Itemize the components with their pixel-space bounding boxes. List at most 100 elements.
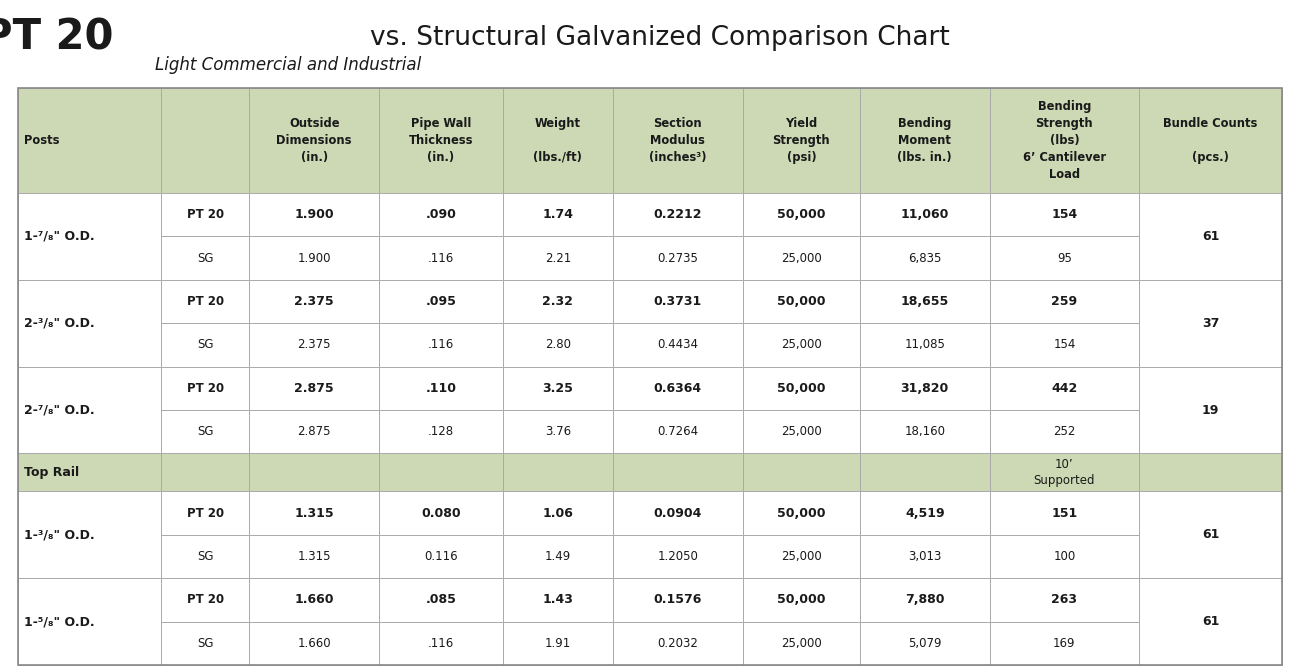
- Text: Light Commercial and Industrial: Light Commercial and Industrial: [155, 56, 421, 74]
- Text: 1.2050: 1.2050: [658, 550, 698, 563]
- Bar: [742, 193, 859, 237]
- Bar: [18, 193, 161, 280]
- Text: 263: 263: [1052, 593, 1078, 606]
- Text: 169: 169: [1053, 637, 1075, 650]
- Bar: [161, 454, 250, 491]
- Text: 7,880: 7,880: [905, 593, 945, 606]
- Bar: [989, 622, 1139, 665]
- Bar: [161, 367, 250, 410]
- Bar: [859, 323, 989, 367]
- Text: Pipe Wall
Thickness
(in.): Pipe Wall Thickness (in.): [408, 117, 473, 164]
- Bar: [989, 491, 1139, 535]
- Text: Posts: Posts: [23, 134, 60, 147]
- Text: 1.315: 1.315: [294, 507, 334, 519]
- Text: 61: 61: [1202, 615, 1219, 628]
- Bar: [989, 323, 1139, 367]
- Text: 18,655: 18,655: [901, 295, 949, 308]
- Bar: [161, 622, 250, 665]
- Bar: [1139, 88, 1282, 193]
- Bar: [614, 535, 742, 578]
- Text: SG: SG: [196, 425, 213, 438]
- Bar: [18, 367, 161, 454]
- Text: 1.91: 1.91: [545, 637, 571, 650]
- Text: 2.21: 2.21: [545, 251, 571, 265]
- Bar: [250, 535, 380, 578]
- Bar: [742, 323, 859, 367]
- Bar: [250, 491, 380, 535]
- Text: 1.660: 1.660: [294, 593, 334, 606]
- Text: 1.900: 1.900: [298, 251, 332, 265]
- Text: 61: 61: [1202, 528, 1219, 542]
- Bar: [503, 280, 614, 323]
- Text: 1.49: 1.49: [545, 550, 571, 563]
- Text: Weight

(lbs./ft): Weight (lbs./ft): [533, 117, 582, 164]
- Bar: [18, 491, 161, 578]
- Text: 0.080: 0.080: [421, 507, 460, 519]
- Bar: [614, 193, 742, 237]
- Bar: [614, 367, 742, 410]
- Text: PT 20: PT 20: [186, 507, 224, 519]
- Bar: [380, 622, 503, 665]
- Text: 5,079: 5,079: [907, 637, 941, 650]
- Bar: [614, 237, 742, 280]
- Bar: [742, 454, 859, 491]
- Bar: [161, 578, 250, 622]
- Bar: [859, 88, 989, 193]
- Bar: [859, 454, 989, 491]
- Bar: [859, 367, 989, 410]
- Text: PT 20: PT 20: [186, 295, 224, 308]
- Bar: [250, 280, 380, 323]
- Bar: [380, 410, 503, 454]
- Bar: [742, 410, 859, 454]
- Text: 0.2735: 0.2735: [658, 251, 698, 265]
- Bar: [250, 237, 380, 280]
- Bar: [989, 280, 1139, 323]
- Text: 1.315: 1.315: [298, 550, 332, 563]
- Bar: [614, 410, 742, 454]
- Text: vs. Structural Galvanized Comparison Chart: vs. Structural Galvanized Comparison Cha…: [370, 25, 950, 51]
- Bar: [161, 193, 250, 237]
- Bar: [859, 535, 989, 578]
- Bar: [380, 491, 503, 535]
- Text: 0.1576: 0.1576: [654, 593, 702, 606]
- Bar: [989, 237, 1139, 280]
- Text: Top Rail: Top Rail: [23, 466, 79, 479]
- Bar: [250, 323, 380, 367]
- Bar: [503, 454, 614, 491]
- Bar: [250, 410, 380, 454]
- Text: 2.375: 2.375: [294, 295, 334, 308]
- Text: 50,000: 50,000: [777, 208, 826, 221]
- Bar: [614, 491, 742, 535]
- Text: 4,519: 4,519: [905, 507, 945, 519]
- Text: 154: 154: [1053, 339, 1075, 351]
- Bar: [250, 88, 380, 193]
- Text: 1-⁷/₈" O.D.: 1-⁷/₈" O.D.: [23, 230, 95, 243]
- Bar: [742, 535, 859, 578]
- Text: 3,013: 3,013: [909, 550, 941, 563]
- Bar: [742, 237, 859, 280]
- Text: 2.875: 2.875: [294, 382, 334, 395]
- Bar: [989, 367, 1139, 410]
- Text: 2.32: 2.32: [542, 295, 573, 308]
- Bar: [859, 410, 989, 454]
- Bar: [859, 280, 989, 323]
- Bar: [380, 237, 503, 280]
- Bar: [161, 410, 250, 454]
- Bar: [380, 578, 503, 622]
- Bar: [989, 578, 1139, 622]
- Text: 1-³/₈" O.D.: 1-³/₈" O.D.: [23, 528, 95, 542]
- Text: PT 20: PT 20: [186, 382, 224, 395]
- Bar: [250, 367, 380, 410]
- Text: 1.06: 1.06: [542, 507, 573, 519]
- Bar: [503, 410, 614, 454]
- Text: 0.116: 0.116: [424, 550, 458, 563]
- Bar: [380, 535, 503, 578]
- Bar: [503, 323, 614, 367]
- Text: 0.6364: 0.6364: [654, 382, 702, 395]
- Bar: [18, 88, 1282, 665]
- Text: 2-⁷/₈" O.D.: 2-⁷/₈" O.D.: [23, 403, 95, 417]
- Bar: [1139, 193, 1282, 280]
- Text: 1.43: 1.43: [542, 593, 573, 606]
- Bar: [742, 367, 859, 410]
- Bar: [742, 88, 859, 193]
